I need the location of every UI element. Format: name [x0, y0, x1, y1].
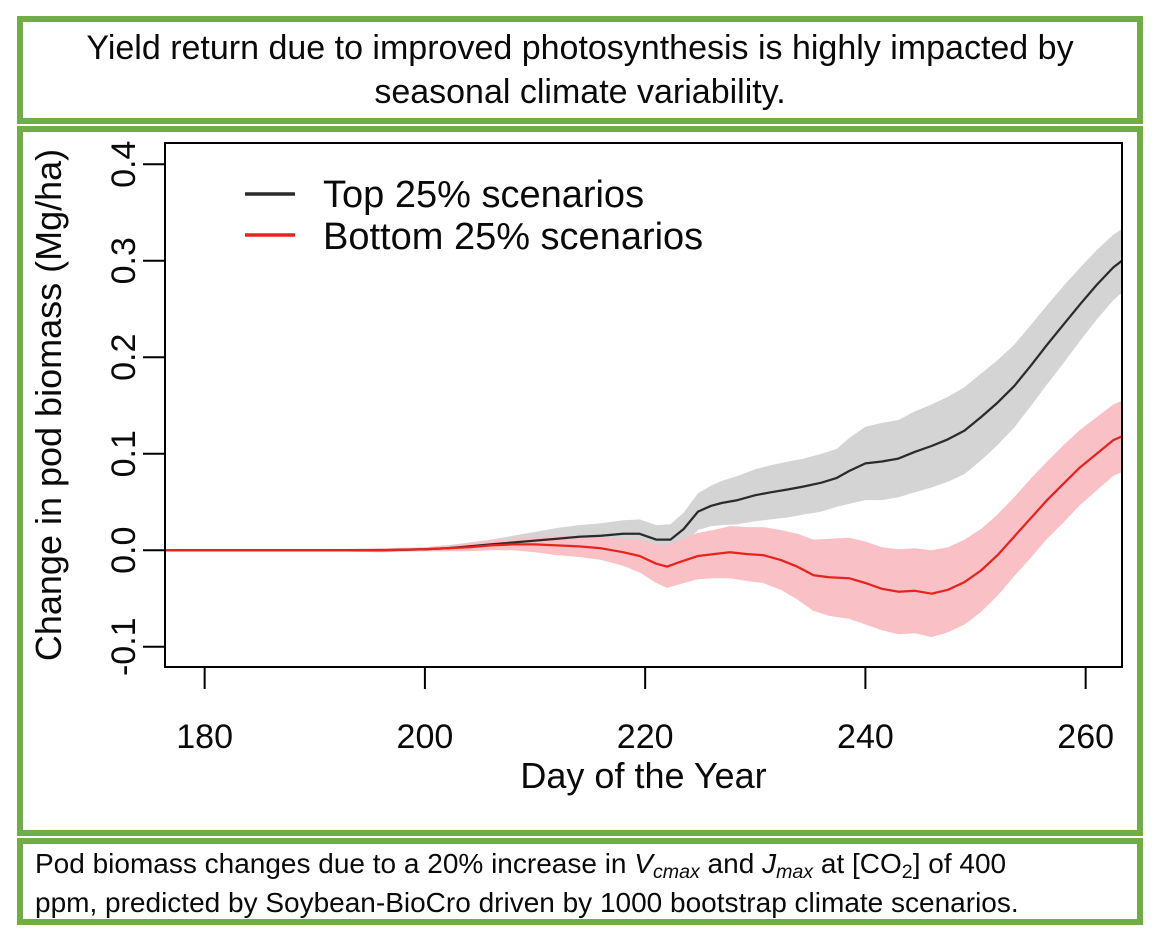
title-box: Yield return due to improved photosynthe… — [17, 16, 1143, 124]
y-axis-tick-label: -0.1 — [105, 617, 143, 676]
figure-title-line-2: seasonal climate variability. — [374, 73, 786, 111]
caption-box: Pod biomass changes due to a 20% increas… — [17, 838, 1143, 925]
figure-title-line-1: Yield return due to improved photosynthe… — [86, 29, 1074, 67]
top-scenarios-band — [165, 228, 1122, 556]
line-chart: 180 200 220 240 260 -0.1 0.0 0.1 0.2 0.3 0.4 Day of… — [28, 141, 1123, 796]
caption-segment: V — [634, 848, 653, 879]
x-axis-tick-label: 220 — [617, 718, 674, 756]
bottom-scenarios-band — [165, 400, 1122, 638]
plot-area — [165, 228, 1123, 638]
y-axis-tick-label: 0.0 — [105, 527, 143, 574]
caption-segment: at [CO — [813, 848, 902, 879]
chart-box: 180 200 220 240 260 -0.1 0.0 0.1 0.2 0.3 0.4 Day of… — [17, 126, 1143, 836]
caption-segment: cmax — [652, 861, 700, 884]
caption-line-1: Pod biomass changes due to a 20% increas… — [35, 846, 1125, 885]
x-axis-tick-label: 260 — [1057, 718, 1114, 756]
caption-segment: J — [762, 848, 777, 879]
caption-segment: 2 — [901, 861, 913, 884]
legend-entry-label: Bottom 25% scenarios — [323, 216, 703, 258]
y-axis-title: Change in pod biomass (Mg/ha) — [28, 149, 69, 661]
caption-line-2: ppm, predicted by Soybean-BioCro driven … — [35, 885, 1125, 920]
y-axis-tick-label: 0.1 — [105, 430, 143, 477]
x-axis-tick-label: 180 — [176, 718, 233, 756]
y-axis-tick-label: 0.4 — [105, 141, 143, 188]
caption-segment: and — [699, 848, 763, 879]
x-axis-title: Day of the Year — [520, 755, 766, 796]
legend-entry-label: Top 25% scenarios — [323, 174, 644, 216]
x-axis-tick-label: 240 — [837, 718, 894, 756]
bottom-scenarios-line — [165, 435, 1123, 595]
caption-segment: ] of 400 — [912, 848, 1007, 879]
x-axis-tick-label: 200 — [397, 718, 454, 756]
caption-segment: max — [776, 861, 814, 884]
caption-segment: Pod biomass changes due to a 20% increas… — [35, 848, 635, 879]
plot-border — [164, 142, 1123, 668]
caption-segment: ppm, predicted by Soybean-BioCro driven … — [35, 887, 1019, 918]
y-axis-tick-label: 0.3 — [105, 237, 143, 284]
y-axis-tick-label: 0.2 — [105, 334, 143, 381]
